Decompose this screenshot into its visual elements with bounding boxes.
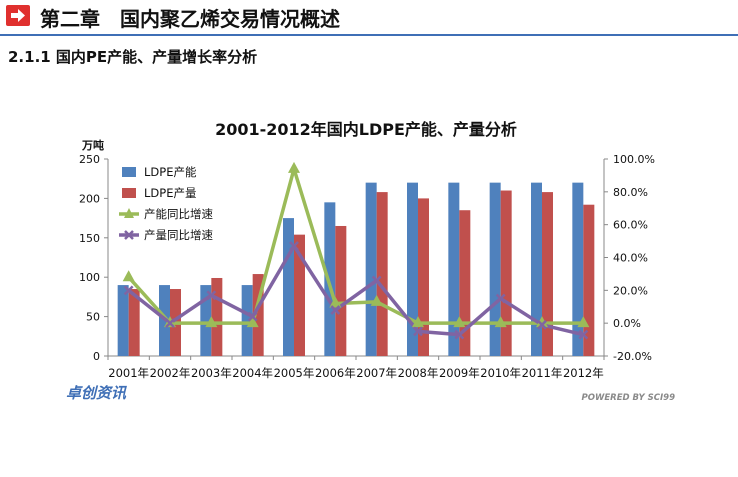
output-growth-point xyxy=(289,241,299,251)
capacity-growth-point xyxy=(453,316,466,328)
watermark-logo: 卓创资讯 xyxy=(66,384,127,402)
x-tick-label: 2006年 xyxy=(315,366,356,380)
bar-capacity xyxy=(324,202,336,356)
legend-label: LDPE产量 xyxy=(144,186,196,200)
bar-output xyxy=(459,210,471,356)
legend-marker xyxy=(124,208,134,218)
legend-marker xyxy=(124,230,134,240)
output-growth-point xyxy=(537,319,547,330)
y-tick-label: 250 xyxy=(79,153,100,166)
y2-tick-label: 80.0% xyxy=(613,186,648,199)
capacity-growth-point xyxy=(122,270,135,282)
x-tick-label: 2007年 xyxy=(356,366,397,380)
output-growth-point xyxy=(330,305,341,315)
chart-title: 2001-2012年国内LDPE产能、产量分析 xyxy=(215,120,517,139)
y-tick-label: 200 xyxy=(79,192,100,205)
capacity-growth-point xyxy=(205,316,218,328)
chapter-title: 第二章 国内聚乙烯交易情况概述 xyxy=(40,7,340,31)
bar-capacity xyxy=(448,182,460,356)
capacity-growth-point xyxy=(246,316,259,328)
legend-label: 产量同比增速 xyxy=(144,228,213,242)
y2-tick-label: 0.0% xyxy=(613,317,641,330)
bar-output xyxy=(211,277,223,356)
x-tick-label: 2001年 xyxy=(108,366,149,380)
plot-area: 0 50 100 150 200 250 -20.0% 0.0% 20.0% 40.0% 60.0%… xyxy=(79,153,655,380)
bar-output xyxy=(376,192,388,356)
x-tick-label: 2002年 xyxy=(150,366,191,380)
output-growth-point xyxy=(413,326,423,337)
x-tick-label: 2008年 xyxy=(398,366,439,380)
bar-output xyxy=(583,204,595,356)
x-tick-label: 2012年 xyxy=(563,366,604,380)
capacity-growth-point xyxy=(370,294,383,306)
y-tick-label: 100 xyxy=(79,271,100,284)
x-tick-label: 2005年 xyxy=(274,366,315,380)
bar-capacity xyxy=(200,285,212,356)
line-capacity-growth xyxy=(127,167,584,325)
x-tick-label: 2010年 xyxy=(480,366,521,380)
header-divider xyxy=(0,34,738,36)
output-growth-point xyxy=(578,329,589,340)
legend-swatch xyxy=(122,167,136,177)
y2-tick-label: 100.0% xyxy=(613,153,655,166)
capacity-growth-point xyxy=(494,316,507,328)
arrow-icon xyxy=(6,5,30,26)
bar-output xyxy=(500,190,512,356)
legend-label: 产能同比增速 xyxy=(144,207,213,221)
output-growth-point xyxy=(371,275,382,286)
output-growth-point xyxy=(454,329,465,340)
bar-output xyxy=(128,289,140,356)
capacity-growth-point xyxy=(536,316,548,328)
output-growth-point xyxy=(495,293,506,304)
output-growth-point xyxy=(123,285,134,296)
capacity-growth-point xyxy=(412,316,424,328)
x-tick-label: 2003年 xyxy=(191,366,232,380)
section-title: 2.1.1 国内PE产能、产量增长率分析 xyxy=(8,48,258,66)
bar-output xyxy=(335,225,347,356)
bar-output xyxy=(294,234,305,356)
bar-output xyxy=(542,192,553,356)
y-tick-label: 50 xyxy=(86,311,100,324)
output-growth-point xyxy=(206,290,217,301)
y-tick-label: 150 xyxy=(79,232,100,245)
capacity-growth-point xyxy=(288,161,300,173)
y-tick-label: 0 xyxy=(93,350,100,363)
bar-capacity xyxy=(241,285,253,356)
y2-tick-label: -20.0% xyxy=(613,350,652,363)
x-tick-label: 2011年 xyxy=(522,366,563,380)
bar-capacity xyxy=(365,182,377,356)
y2-tick-label: 40.0% xyxy=(613,252,648,265)
bar-capacity xyxy=(407,182,418,356)
output-growth-point xyxy=(247,311,258,322)
y-axis-unit-label: 万吨 xyxy=(81,138,104,152)
line-output-growth xyxy=(127,244,584,337)
bar-output xyxy=(252,274,264,356)
output-growth-point xyxy=(165,318,175,329)
capacity-growth-point xyxy=(577,316,590,328)
x-tick-label: 2004年 xyxy=(232,366,273,380)
bar-capacity xyxy=(283,218,294,356)
bar-capacity xyxy=(117,285,129,356)
legend-label: LDPE产能 xyxy=(144,165,197,179)
legend-swatch xyxy=(122,188,136,198)
chapter-header: 第二章 国内聚乙烯交易情况概述 xyxy=(0,0,738,38)
y2-tick-label: 60.0% xyxy=(613,219,648,232)
capacity-growth-point xyxy=(329,296,342,308)
x-tick-label: 2009年 xyxy=(439,366,480,380)
bar-capacity xyxy=(531,182,542,356)
bar-capacity xyxy=(489,182,501,356)
bar-output xyxy=(418,198,429,356)
bar-capacity xyxy=(572,182,584,356)
watermark-powered-by: POWERED BY SCI99 xyxy=(582,393,676,403)
y2-tick-label: 20.0% xyxy=(613,284,648,297)
